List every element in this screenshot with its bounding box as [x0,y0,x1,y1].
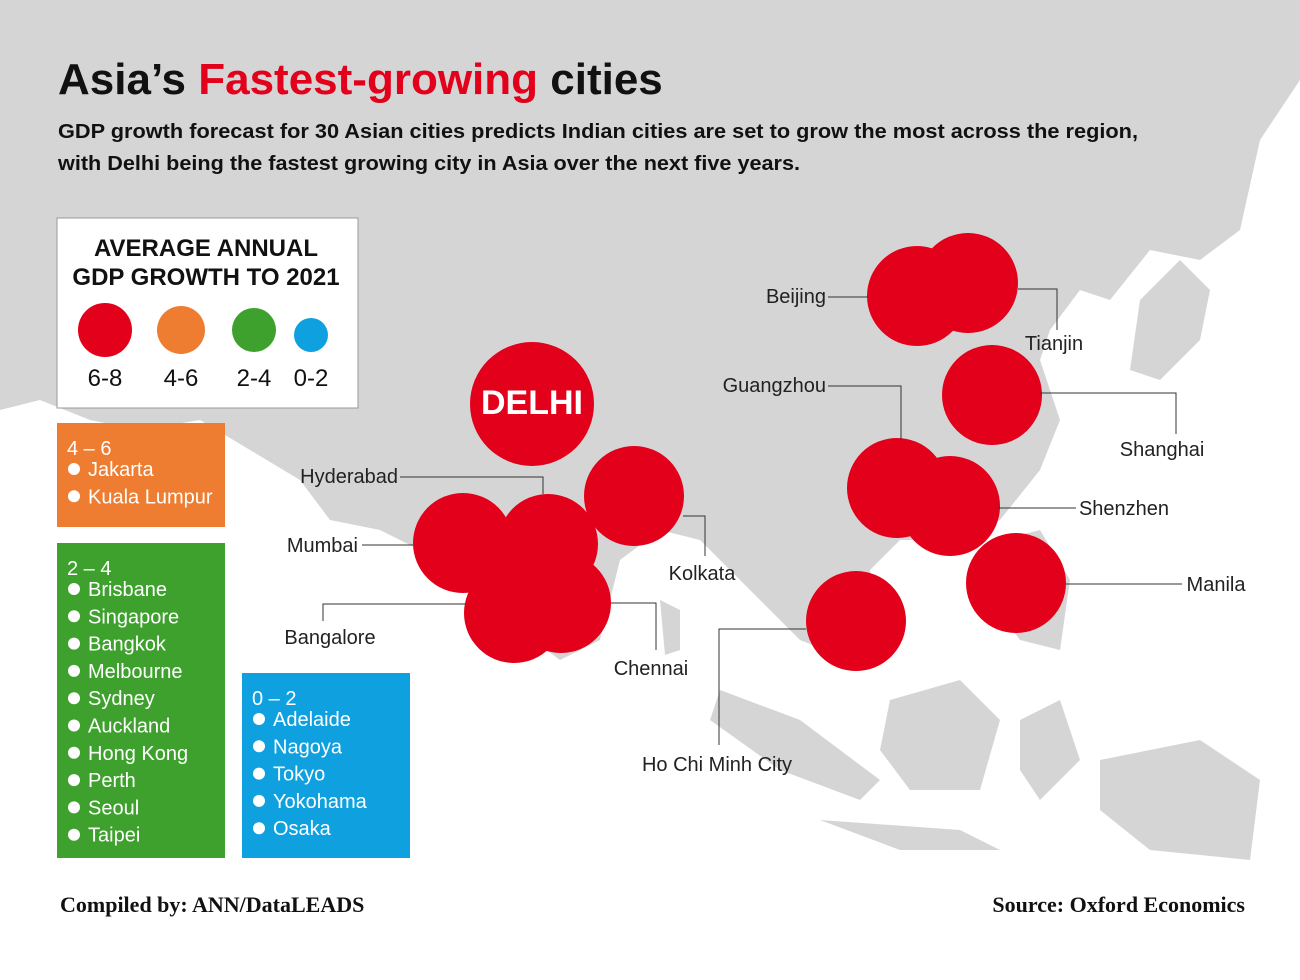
group-city: Taipei [88,825,140,847]
city-label: Beijing [766,286,826,308]
city-label-featured: DELHI [481,384,583,422]
bullet [68,664,80,677]
legend-swatch [232,308,276,352]
legend-title: AVERAGE ANNUAL [94,235,318,262]
group-box [57,543,225,858]
city-marker [867,246,967,346]
subtitle-line: GDP growth forecast for 30 Asian cities … [58,121,1138,143]
group-city: Nagoya [273,736,343,758]
city-markers: DELHI Tianjin Beijing Shanghai Guangzhou Shen… [284,233,1246,776]
leader-line [828,385,902,440]
city-label: Shenzhen [1079,498,1169,520]
city-label: Tianjin [1025,333,1083,355]
bullet [68,801,80,814]
group-city: Bangkok [88,634,167,656]
title-highlight: Fastest-growing [198,55,538,104]
group-city: Yokohama [273,791,368,813]
bullet [68,719,80,732]
city-marker [511,553,611,653]
land-sulawesi [1020,700,1080,800]
group-range: 0 – 2 [252,688,296,710]
bullet [253,767,265,780]
group-box [57,423,225,527]
bullet [253,822,265,835]
group-city: Melbourne [88,661,183,683]
group-city: Sydney [88,688,155,710]
city-label: Mumbai [287,535,358,557]
land-new-guinea [1100,740,1260,860]
city-marker [413,493,513,593]
city-label: Ho Chi Minh City [642,754,792,776]
bullet [253,740,265,753]
group-city: Osaka [273,818,332,840]
group-city: Adelaide [273,709,351,731]
legend-label: 2-4 [237,365,272,392]
group-city: Jakarta [88,459,154,481]
leader-line [322,603,465,621]
legend-title: GDP GROWTH TO 2021 [72,264,339,291]
bullet [68,774,80,787]
legend-swatch [157,306,205,354]
group-range: 2 – 4 [67,558,111,580]
leader-line [718,628,806,745]
group-city: Kuala Lumpur [88,486,213,508]
city-marker [806,571,906,671]
city-label: Hyderabad [300,466,398,488]
bullet [68,583,80,595]
footer-left: Compiled by: ANN/DataLEADS [60,892,364,917]
city-label: Manila [1187,574,1247,596]
bullet [68,637,80,650]
group-city: Brisbane [88,579,167,601]
land-java [820,820,1000,850]
title-prefix: Asia’s [58,55,198,104]
city-marker [900,456,1000,556]
leader-line [1040,392,1177,434]
land-sumatra [710,690,880,800]
bullet [68,610,80,623]
city-label: Kolkata [669,563,737,585]
group-city: Tokyo [273,764,325,786]
leader-line [611,602,657,650]
city-label: Chennai [614,658,689,680]
title-suffix: cities [538,55,663,104]
legend-items: 6-8 4-6 2-4 0-2 [78,303,328,392]
city-marker [942,345,1042,445]
group-city: Hong Kong [88,743,188,765]
city-label: Guangzhou [723,375,826,397]
city-marker [966,533,1066,633]
city-label: Shanghai [1120,439,1205,461]
group-city: Seoul [88,797,139,819]
bullet [253,794,265,807]
bullet [68,490,80,503]
legend-label: 6-8 [88,365,123,392]
group-city: Auckland [88,716,170,738]
bullet [68,692,80,705]
subtitle-line: with Delhi being the fastest growing cit… [57,153,800,175]
leader-line [683,515,706,556]
leader-line [400,476,544,494]
city-label: Bangalore [284,627,375,649]
leader-line [1018,288,1058,330]
title: Asia’s Fastest-growing cities [58,55,663,104]
footer-right: Source: Oxford Economics [992,892,1245,917]
land-japan [1130,260,1210,380]
group-box [242,673,410,858]
legend-label: 4-6 [164,365,199,392]
bullet [253,713,265,725]
legend-swatch [78,303,132,357]
legend-label: 0-2 [294,365,329,392]
bullet [68,746,80,759]
group-city: Perth [88,770,136,792]
city-marker [584,446,684,546]
land-borneo [880,680,1000,790]
city-marker [470,342,594,466]
legend-swatch [294,318,328,352]
group-range: 4 – 6 [67,438,111,460]
bullet [68,463,80,475]
land-srilanka [660,600,680,655]
group-city: Singapore [88,606,179,628]
bullet [68,828,80,841]
